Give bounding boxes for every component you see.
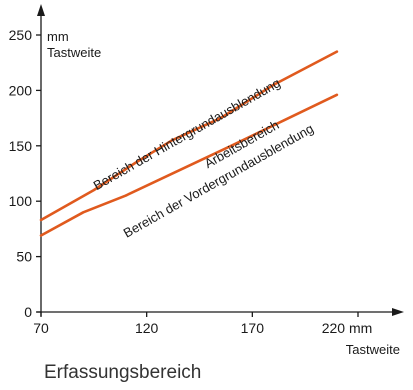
lower-limit-line — [39, 93, 339, 237]
x-tick-label: 220 mm — [322, 320, 373, 336]
ticks: 0 50 100 150 200 250 70 120 170 220 mm — [9, 27, 373, 336]
chart-caption: Erfassungsbereich — [44, 362, 202, 383]
x-axis-label: Tastweite — [346, 342, 400, 357]
axes — [37, 4, 404, 316]
y-tick-label: 50 — [16, 249, 32, 265]
x-tick-label: 120 — [135, 320, 159, 336]
y-tick-label: 0 — [24, 304, 32, 320]
x-tick-label: 170 — [241, 320, 265, 336]
x-axis-arrow — [392, 308, 404, 316]
upper-limit-line — [39, 50, 339, 222]
y-tick-label: 150 — [9, 138, 33, 154]
band-annotation-2: Bereich der Vordergrundausblendung — [121, 121, 316, 241]
series-layer — [39, 50, 339, 237]
y-axis-unit: mm — [47, 29, 69, 44]
y-tick-label: 100 — [9, 193, 33, 209]
y-axis-label: Tastweite — [47, 45, 101, 60]
y-axis-arrow — [37, 4, 45, 16]
annotations: Bereich der HintergrundausblendungArbeit… — [91, 75, 316, 240]
x-tick-label: 70 — [33, 320, 49, 336]
y-tick-label: 250 — [9, 27, 33, 43]
y-tick-label: 200 — [9, 82, 33, 98]
